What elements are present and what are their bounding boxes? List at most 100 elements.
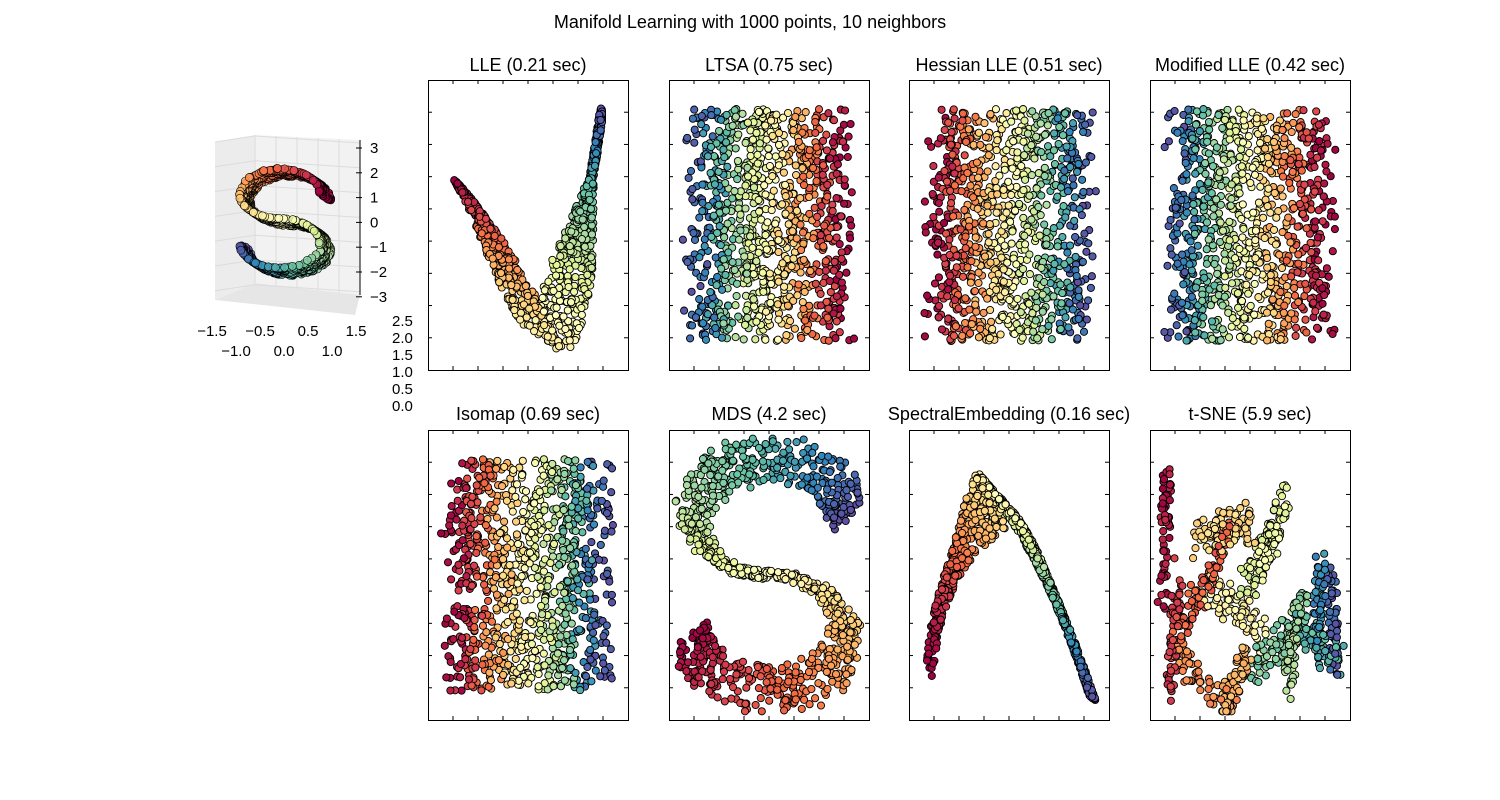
scatter-point (962, 137, 971, 146)
scatter-point (934, 313, 943, 322)
scatter-point (944, 314, 953, 323)
scatter-point (786, 316, 795, 326)
y-tick-label: 1.0 (392, 364, 413, 381)
scatter-point (965, 305, 974, 314)
pane-floor (215, 283, 360, 315)
scatter-point (1037, 263, 1046, 272)
scatter-point (943, 292, 952, 301)
scatter-point (548, 255, 557, 264)
scatter-point (1166, 215, 1175, 224)
scatter-point (969, 193, 978, 202)
scatter-point (992, 208, 1001, 217)
scatter-point (288, 215, 298, 224)
scatter-point (759, 287, 768, 296)
scatter-point (935, 207, 944, 216)
scatter-point (490, 231, 499, 240)
scatter-point (1330, 225, 1339, 234)
scatter-point (1030, 154, 1039, 163)
scatter-point (812, 177, 821, 186)
scatter-point (952, 251, 961, 260)
scatter-point (1292, 323, 1301, 332)
scatter-point (1268, 295, 1277, 304)
scatter-point (934, 198, 943, 208)
scatter-point (749, 302, 759, 311)
scatter-point (302, 255, 312, 265)
scatter-point (923, 291, 932, 300)
scatter-point (1244, 289, 1253, 298)
scatter-point (789, 254, 798, 263)
grid-line (214, 284, 256, 292)
scatter-point (1220, 272, 1229, 281)
scatter-point (587, 253, 596, 262)
scatter-point (949, 331, 959, 340)
scatter-point (1178, 137, 1187, 146)
scatter-point (930, 279, 940, 288)
scatter-point (993, 190, 1002, 199)
scatter-point (825, 233, 834, 242)
scatter-point (832, 317, 841, 326)
scatter-point (577, 234, 586, 244)
scatter-point (963, 168, 972, 178)
scatter-point (544, 277, 553, 286)
scatter-point (950, 169, 959, 178)
scatter-point (752, 257, 761, 266)
scatter-point (800, 287, 809, 296)
scatter-point (1297, 166, 1306, 175)
grid-line (254, 160, 361, 169)
scatter-point (971, 300, 980, 309)
scatter-panel-0 (428, 80, 629, 371)
scatter-point (995, 171, 1004, 180)
scatter-point (819, 242, 828, 251)
scatter-point (986, 305, 995, 315)
scatter-point (590, 161, 599, 170)
scatter-point (680, 306, 689, 315)
z-tick-label: 0 (370, 214, 378, 231)
scatter-point (1328, 329, 1337, 339)
scatter-point (774, 236, 783, 245)
scatter-point (464, 197, 473, 206)
scatter-point (1008, 227, 1017, 236)
scatter-point (799, 255, 808, 264)
scatter-point (690, 138, 699, 147)
scatter-point (837, 212, 846, 221)
scatter-point (706, 168, 715, 178)
scatter-point (742, 305, 751, 315)
scatter-point (825, 154, 835, 163)
scatter-point (774, 140, 784, 149)
scatter-point (1059, 202, 1068, 211)
scatter-point (1182, 170, 1191, 179)
scatter-point (789, 126, 798, 135)
scatter-point (549, 286, 558, 295)
scatter-point (1301, 315, 1310, 324)
scatter-point (718, 285, 727, 294)
scatter-point (1042, 240, 1051, 249)
scatter-point (1019, 186, 1028, 195)
scatter-point (766, 298, 775, 307)
scatter-point (1007, 117, 1016, 126)
scatter-point (1074, 292, 1083, 301)
scatter-point (1013, 294, 1022, 303)
scatter-point (1057, 299, 1066, 308)
scatter-point (687, 287, 696, 296)
scatter-point (1073, 334, 1082, 343)
scatter-point (1079, 127, 1088, 137)
scatter-point (235, 193, 245, 203)
scatter-point (1035, 231, 1044, 240)
scatter-point (846, 234, 855, 243)
scatter-point (1078, 175, 1087, 184)
scatter-point (587, 263, 596, 272)
scatter-point (1040, 277, 1049, 287)
scatter-point (565, 242, 574, 251)
scatter-point (797, 333, 806, 343)
y-tick-label: 0.5 (392, 381, 413, 398)
scatter-point (799, 304, 808, 314)
scatter-point (971, 242, 980, 251)
scatter-point (835, 240, 844, 249)
scatter-point (1063, 248, 1072, 257)
scatter-point (742, 269, 751, 278)
scatter-point (1237, 162, 1246, 171)
scatter-point (983, 167, 992, 176)
scatter-point (738, 109, 747, 118)
scatter-point (983, 201, 992, 210)
scatter-point (477, 229, 486, 238)
